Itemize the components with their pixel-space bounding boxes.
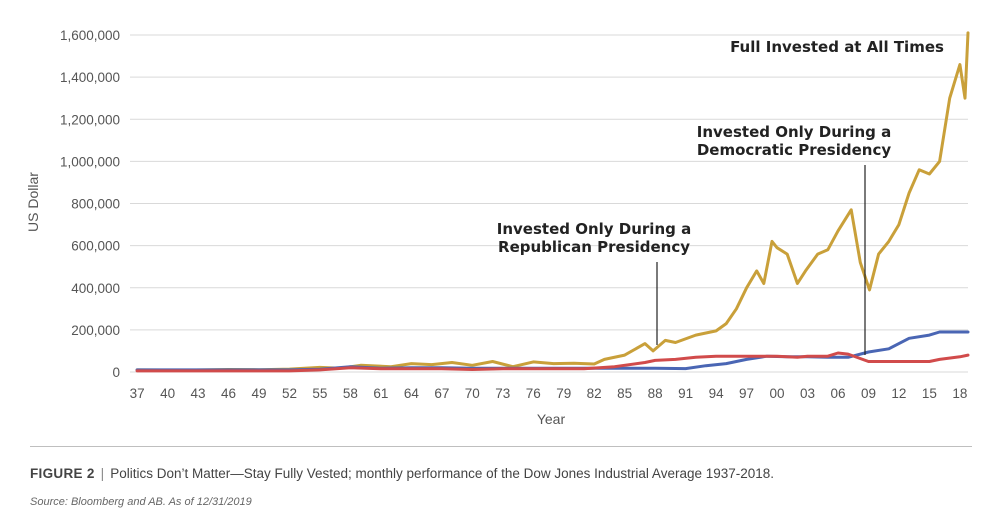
annotation-democratic-line: Democratic Presidency <box>697 141 892 159</box>
line-chart: 0 200,000 400,000 600,000 800,000 1,000,000 1,… <box>25 28 970 427</box>
x-tick-label: 61 <box>373 386 388 401</box>
y-tick-label: 1,200,000 <box>60 112 120 127</box>
y-axis-label: US Dollar <box>25 172 41 232</box>
figure-label: FIGURE 2 <box>30 466 95 481</box>
annotation-republican-line: Invested Only During a <box>497 220 691 238</box>
series-lines <box>135 31 970 373</box>
x-tick-label: 46 <box>221 386 236 401</box>
y-tick-label: 400,000 <box>71 281 120 296</box>
x-tick-label: 76 <box>526 386 541 401</box>
source-note: Source: Bloomberg and AB. As of 12/31/20… <box>30 496 252 508</box>
y-axis-ticks: 0 200,000 400,000 600,000 800,000 1,000,000 1,… <box>60 28 120 380</box>
y-tick-label: 1,000,000 <box>60 154 120 169</box>
x-tick-label: 09 <box>861 386 876 401</box>
caption-text: Politics Don’t Matter—Stay Fully Vested;… <box>110 466 775 481</box>
annotation-republican: Invested Only During a Republican Preside… <box>497 220 691 256</box>
caption-separator: | <box>100 466 105 481</box>
x-tick-label: 58 <box>343 386 358 401</box>
annotation-full-invested: Full Invested at All Times <box>730 38 944 56</box>
annotations: Full Invested at All Times Invested Only … <box>497 38 944 355</box>
x-tick-label: 37 <box>130 386 145 401</box>
x-tick-label: 82 <box>587 386 602 401</box>
x-tick-label: 49 <box>251 386 266 401</box>
series-line-full <box>135 31 970 372</box>
annotation-full-invested-line: Full Invested at All Times <box>730 38 944 56</box>
x-tick-label: 73 <box>495 386 510 401</box>
x-tick-label: 70 <box>465 386 480 401</box>
x-tick-label: 67 <box>434 386 449 401</box>
y-tick-label: 1,400,000 <box>60 70 120 85</box>
y-tick-label: 1,600,000 <box>60 28 120 43</box>
x-tick-label: 06 <box>830 386 845 401</box>
caption-divider <box>30 446 972 447</box>
x-axis-label: Year <box>537 411 566 427</box>
x-tick-label: 15 <box>922 386 937 401</box>
x-tick-label: 18 <box>952 386 967 401</box>
annotation-democratic: Invested Only During a Democratic Preside… <box>697 123 892 159</box>
x-axis-ticks: 37 40 43 46 49 52 55 58 61 64 67 70 73 76 79 82 85 88 91 94… <box>130 386 968 401</box>
x-tick-label: 64 <box>404 386 420 401</box>
x-tick-label: 40 <box>160 386 175 401</box>
y-tick-label: 800,000 <box>71 197 120 212</box>
x-tick-label: 12 <box>891 386 906 401</box>
annotation-republican-line: Republican Presidency <box>498 238 690 256</box>
x-tick-label: 85 <box>617 386 632 401</box>
x-tick-label: 94 <box>709 386 725 401</box>
x-tick-label: 88 <box>648 386 663 401</box>
x-tick-label: 79 <box>556 386 571 401</box>
gridlines <box>130 34 968 373</box>
y-tick-label: 200,000 <box>71 323 120 338</box>
y-tick-label: 600,000 <box>71 239 120 254</box>
x-tick-label: 43 <box>191 386 206 401</box>
x-tick-label: 55 <box>312 386 327 401</box>
figure-caption: FIGURE 2 | Politics Don’t Matter—Stay Full… <box>30 466 774 481</box>
x-tick-label: 00 <box>770 386 785 401</box>
x-tick-label: 03 <box>800 386 815 401</box>
x-tick-label: 52 <box>282 386 297 401</box>
x-tick-label: 91 <box>678 386 693 401</box>
annotation-democratic-line: Invested Only During a <box>697 123 891 141</box>
series-line-republican <box>135 351 970 373</box>
y-tick-label: 0 <box>112 365 120 380</box>
x-tick-label: 97 <box>739 386 754 401</box>
